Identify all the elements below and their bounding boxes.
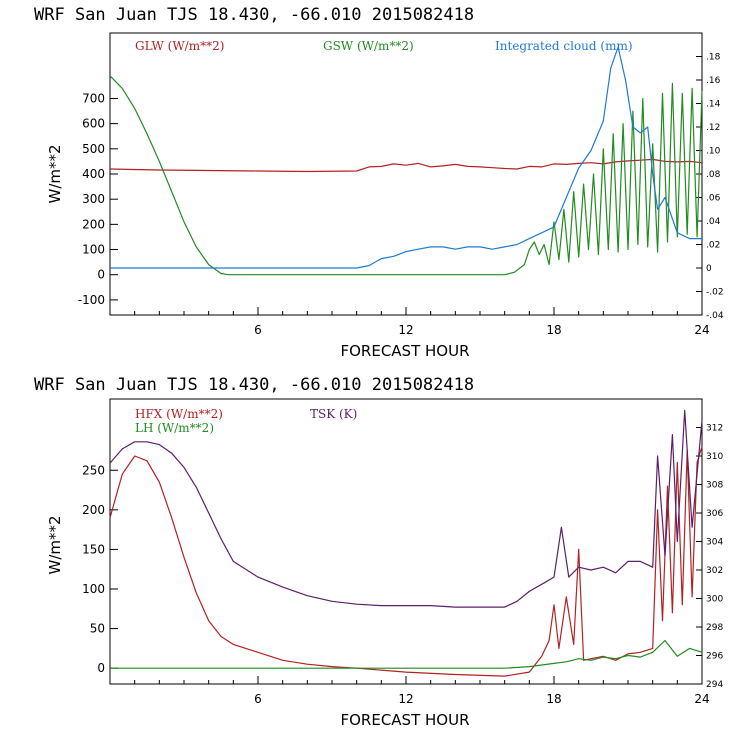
y2-tick-label: .10	[706, 147, 721, 157]
series-line-hfx	[109, 446, 703, 677]
legend-lh: LH (W/m**2)	[135, 421, 214, 435]
top-chart-y2-ticks: -.04 -.02 0 .02 .04 .06 .08 .10 .12 .14 .16 .18	[696, 53, 724, 321]
legend-gsw: GSW (W/m**2)	[323, 39, 414, 53]
y-tick-label: 100	[82, 243, 105, 257]
y-tick-label: 200	[82, 217, 105, 231]
y2-tick-label: .02	[706, 241, 720, 251]
top-chart-frame	[109, 32, 703, 316]
y2-tick-label: .16	[706, 76, 721, 86]
y-tick-label: 250	[82, 463, 105, 477]
top-chart-ylabel: W/m**2	[46, 144, 64, 203]
x-tick-label: 12	[398, 692, 413, 706]
y-tick-label: 0	[97, 661, 105, 675]
bottom-chart-xlabel: FORECAST HOUR	[340, 711, 469, 729]
series-line-lh	[110, 639, 703, 669]
y-tick-label: 500	[82, 142, 105, 156]
bottom-chart-title: WRF San Juan TJS 18.430, -66.010 2015082…	[34, 375, 474, 395]
y2-tick-label: .06	[706, 194, 721, 204]
y2-tick-label: 0	[706, 264, 712, 274]
y2-tick-label: -.02	[706, 288, 724, 298]
y2-tick-label: 294	[706, 680, 723, 690]
y2-tick-label: 312	[706, 424, 723, 434]
legend-hfx: HFX (W/m**2)	[135, 407, 223, 421]
series-line-integrated	[110, 46, 702, 269]
top-chart-series	[109, 46, 703, 276]
x-tick-label: 24	[694, 323, 709, 337]
series-line-tsk	[109, 409, 703, 608]
bottom-chart-y-ticks: 0 50 100 150 200 250	[82, 463, 118, 675]
top-chart-x-ticks: 6 12 18 24	[109, 307, 710, 337]
y-tick-label: -100	[78, 293, 105, 307]
y2-tick-label: 300	[706, 595, 723, 605]
bottom-chart-y2-ticks: 294 296 298 300 302 304 306 308 310 312	[696, 424, 723, 690]
y-tick-label: 50	[90, 622, 105, 636]
y-tick-label: 100	[82, 582, 105, 596]
legend-tsk: TSK (K)	[310, 407, 357, 421]
bottom-chart-x-ticks: 6 12 18 24	[109, 676, 710, 706]
y-tick-label: 300	[82, 192, 105, 206]
x-tick-label: 18	[546, 323, 561, 337]
top-chart-y-ticks: -100 0 100 200 300 400 500 600 700	[78, 91, 118, 307]
top-chart-title: WRF San Juan TJS 18.430, -66.010 2015082…	[34, 5, 474, 25]
bottom-chart-series	[109, 409, 703, 677]
y-tick-label: 0	[97, 268, 105, 282]
x-tick-label: 12	[398, 323, 413, 337]
top-chart-panel: WRF San Juan TJS 18.430, -66.010 2015082…	[34, 5, 724, 360]
y2-tick-label: 302	[706, 566, 723, 576]
y-tick-label: 150	[82, 542, 105, 556]
y2-tick-label: .18	[706, 53, 721, 63]
x-tick-label: 24	[694, 692, 709, 706]
bottom-chart-frame	[109, 398, 703, 685]
legend-integrated-cloud: Integrated cloud (mm)	[495, 39, 633, 53]
y2-tick-label: 296	[706, 652, 723, 662]
x-tick-label: 6	[254, 323, 262, 337]
series-line-glw	[109, 158, 703, 173]
y2-tick-label: 298	[706, 623, 723, 633]
series-line-gsw	[109, 75, 703, 276]
y2-tick-label: 306	[706, 509, 723, 519]
bottom-chart-panel: WRF San Juan TJS 18.430, -66.010 2015082…	[34, 375, 723, 729]
y-tick-label: 700	[82, 91, 105, 105]
top-chart-xlabel: FORECAST HOUR	[340, 342, 469, 360]
y-tick-label: 600	[82, 117, 105, 131]
legend-glw: GLW (W/m**2)	[135, 39, 224, 53]
x-tick-label: 6	[254, 692, 262, 706]
y2-tick-label: 308	[706, 481, 723, 491]
bottom-chart-ylabel: W/m**2	[46, 515, 64, 574]
y2-tick-label: .04	[706, 217, 721, 227]
y2-tick-label: .12	[706, 123, 720, 133]
y2-tick-label: 304	[706, 538, 723, 548]
y2-tick-label: 310	[706, 452, 723, 462]
y2-tick-label: .14	[706, 100, 721, 110]
x-tick-label: 18	[546, 692, 561, 706]
y-tick-label: 200	[82, 503, 105, 517]
y2-tick-label: .08	[706, 170, 721, 180]
y2-tick-label: -.04	[706, 311, 724, 321]
y-tick-label: 400	[82, 167, 105, 181]
